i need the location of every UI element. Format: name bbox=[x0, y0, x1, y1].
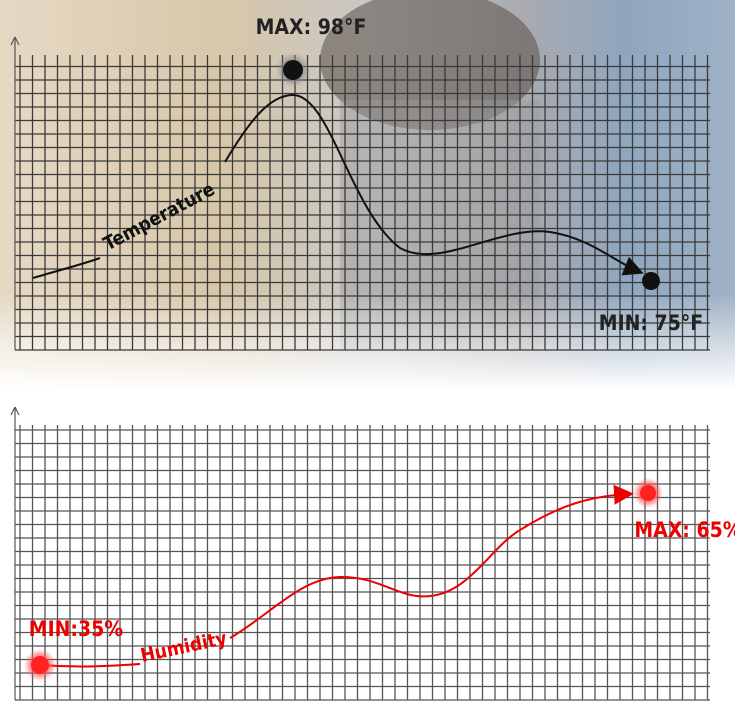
axis-arrow bbox=[10, 406, 16, 416]
min-dot bbox=[642, 272, 660, 290]
max-label: MAX: 65% bbox=[634, 518, 735, 542]
axis-arrow bbox=[14, 406, 20, 416]
grids bbox=[10, 36, 710, 701]
min-label: MIN: 75°F bbox=[599, 311, 703, 335]
axis-arrow bbox=[10, 36, 16, 46]
axis-arrow bbox=[14, 36, 20, 46]
max-dot bbox=[283, 60, 303, 80]
max-label: MAX: 98°F bbox=[256, 15, 367, 39]
max-dot bbox=[640, 485, 656, 501]
temperature-curve bbox=[32, 93, 640, 278]
min-label: MIN:35% bbox=[29, 617, 123, 641]
photo-fade bbox=[0, 0, 735, 390]
min-dot bbox=[31, 656, 49, 674]
